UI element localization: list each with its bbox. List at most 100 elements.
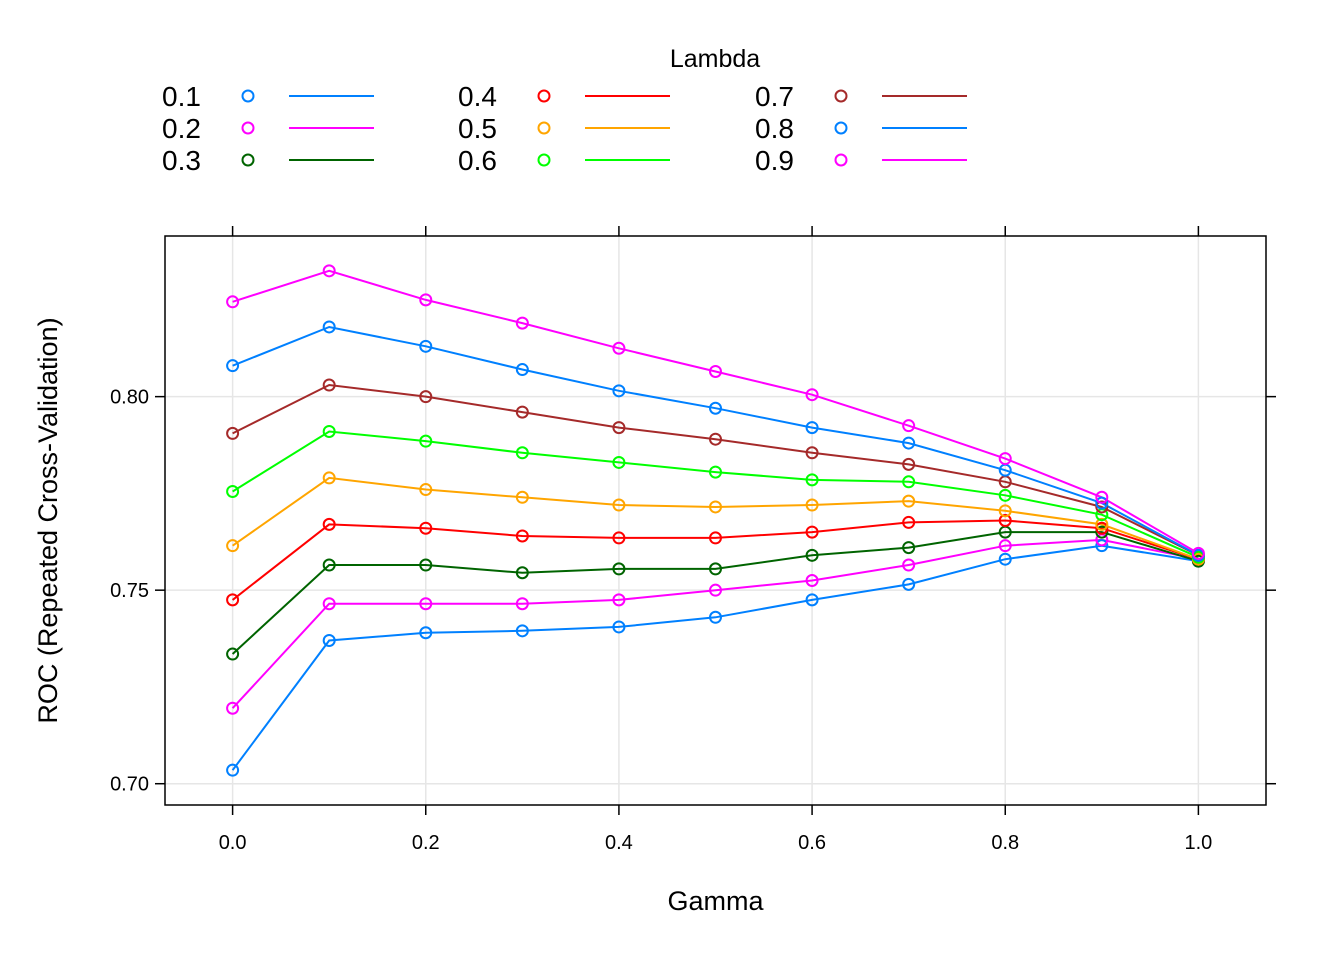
data-point-lambda-0.9 (1095, 490, 1109, 504)
data-point-lambda-0.8 (805, 421, 819, 435)
data-point-lambda-0.9 (612, 341, 626, 355)
data-point-lambda-0.3 (226, 647, 240, 661)
data-point-lambda-0.3 (709, 562, 722, 576)
series-line-lambda-0.8 (232, 325, 1199, 557)
data-point-lambda-0.4 (1095, 521, 1109, 535)
legend-label-lambda-0.2: 0.2 (162, 113, 201, 144)
legend-title: Lambda (670, 45, 760, 73)
legend-label-lambda-0.6: 0.6 (458, 145, 497, 176)
data-point-lambda-0.2 (902, 558, 916, 572)
data-point-lambda-0.6 (612, 455, 626, 469)
data-point-lambda-0.1 (226, 763, 240, 777)
axes-layer: 0.0 0.2 0.4 0.6 0.8 1.0 0.70 0.75 0.80 (110, 226, 1276, 854)
data-point-lambda-0.1 (805, 593, 819, 607)
data-point-lambda-0.3 (612, 562, 626, 576)
data-point-lambda-0.4 (226, 593, 240, 607)
data-point-lambda-0.4 (709, 531, 722, 545)
data-point-lambda-0.1 (709, 610, 722, 624)
data-point-lambda-0.4 (612, 531, 626, 545)
y-axis-title: ROC (Repeated Cross-Validation) (33, 317, 63, 723)
data-point-lambda-0.2 (709, 583, 722, 597)
data-point-lambda-0.5 (902, 494, 916, 508)
data-point-lambda-0.6 (515, 446, 529, 460)
series-line-lambda-0.3 (231, 531, 1199, 655)
data-point-lambda-0.9 (709, 364, 722, 378)
legend-marker-lambda-0.3 (241, 153, 255, 167)
data-point-lambda-0.3 (322, 558, 336, 572)
data-point-lambda-0.3 (805, 548, 819, 562)
series-line-lambda-0.2 (231, 538, 1199, 709)
series-line-lambda-0.4 (231, 519, 1199, 601)
y-tick-label: 0.80 (110, 387, 149, 409)
x-tick-label: 1.0 (1184, 832, 1212, 854)
legend-marker-lambda-0.8 (834, 121, 848, 135)
x-tick-label: 0.6 (798, 832, 826, 854)
data-point-lambda-0.4 (998, 514, 1012, 527)
data-point-lambda-0.4 (515, 529, 529, 543)
data-point-lambda-0.3 (902, 541, 916, 555)
data-point-lambda-0.8 (322, 320, 336, 334)
legend-marker-lambda-0.7 (834, 89, 848, 103)
data-point-lambda-0.4 (805, 525, 819, 539)
data-point-lambda-0.2 (419, 597, 433, 611)
data-point-lambda-0.8 (1095, 496, 1109, 510)
x-tick-label: 0.2 (412, 832, 440, 854)
series-line-lambda-0.7 (232, 383, 1199, 557)
data-point-lambda-0.4 (902, 515, 916, 529)
data-point-lambda-0.9 (1191, 546, 1205, 560)
legend-label-lambda-0.1: 0.1 (162, 81, 201, 112)
data-point-lambda-0.1 (902, 577, 916, 591)
legend-label-lambda-0.3: 0.3 (162, 145, 201, 176)
data-point-lambda-0.9 (226, 295, 240, 309)
data-point-lambda-0.6 (226, 484, 240, 498)
data-point-lambda-0.6 (709, 465, 722, 479)
data-point-lambda-0.8 (515, 363, 529, 377)
data-point-lambda-0.5 (515, 490, 529, 504)
data-point-lambda-0.6 (998, 488, 1012, 502)
legend-label-lambda-0.9: 0.9 (755, 145, 794, 176)
data-point-lambda-0.5 (805, 498, 819, 512)
data-point-lambda-0.2 (998, 539, 1012, 553)
data-point-lambda-0.9 (322, 264, 336, 278)
data-point-lambda-0.9 (998, 452, 1012, 466)
data-point-lambda-0.5 (709, 500, 722, 514)
x-tick-label: 0.0 (219, 832, 247, 854)
data-point-lambda-0.3 (419, 558, 433, 572)
data-point-lambda-0.5 (322, 471, 336, 485)
data-point-lambda-0.2 (805, 573, 819, 587)
data-point-lambda-0.6 (419, 434, 433, 448)
data-point-lambda-0.2 (612, 593, 626, 607)
data-point-lambda-0.2 (226, 701, 240, 715)
data-point-lambda-0.3 (1095, 525, 1109, 539)
data-point-lambda-0.7 (419, 390, 433, 404)
plot-frame (164, 235, 1267, 806)
data-point-lambda-0.1 (515, 624, 529, 638)
data-point-lambda-0.7 (1095, 500, 1109, 514)
data-point-lambda-0.3 (515, 566, 529, 580)
data-point-lambda-0.6 (902, 475, 916, 489)
data-point-lambda-0.5 (1095, 517, 1109, 531)
data-point-lambda-0.5 (612, 498, 626, 512)
legend: Lambda 0.10.20.3 0.40.50.6 0.70.80.9 (162, 45, 967, 176)
data-point-lambda-0.2 (515, 597, 529, 611)
data-point-lambda-0.9 (515, 316, 529, 330)
data-point-lambda-0.7 (612, 421, 626, 435)
series-line-lambda-0.1 (231, 544, 1199, 771)
series-lines-layer (231, 269, 1199, 771)
data-point-lambda-0.7 (515, 405, 529, 419)
data-point-lambda-0.1 (322, 633, 336, 647)
data-point-lambda-0.7 (902, 457, 916, 471)
y-tick-label: 0.75 (110, 580, 149, 602)
data-point-lambda-0.4 (419, 521, 433, 535)
data-point-lambda-0.7 (709, 432, 722, 446)
data-point-lambda-0.7 (322, 378, 336, 392)
legend-marker-lambda-0.9 (834, 153, 848, 167)
series-line-lambda-0.9 (232, 269, 1199, 555)
data-point-lambda-0.1 (1095, 539, 1109, 553)
data-point-lambda-0.5 (998, 504, 1012, 518)
y-tick-label: 0.70 (110, 774, 149, 796)
data-point-lambda-0.1 (419, 626, 433, 640)
legend-marker-lambda-0.6 (537, 153, 551, 167)
legend-label-lambda-0.5: 0.5 (458, 113, 497, 144)
